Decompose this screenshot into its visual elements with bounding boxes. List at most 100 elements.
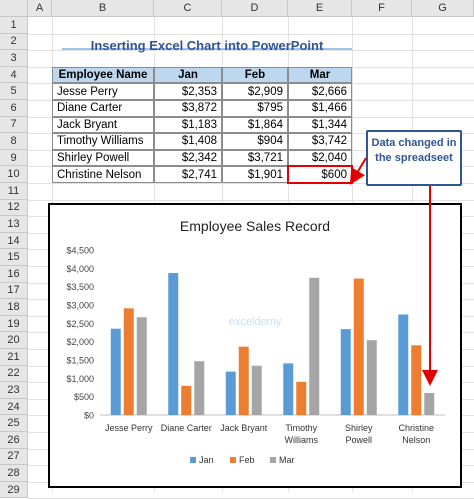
- sales-cell[interactable]: $1,901: [222, 166, 288, 183]
- row-header-3[interactable]: 3: [0, 50, 28, 67]
- sales-cell[interactable]: $1,408: [154, 133, 222, 150]
- column-header-g[interactable]: G: [412, 0, 474, 17]
- row-header-5[interactable]: 5: [0, 83, 28, 100]
- column-header-b[interactable]: B: [52, 0, 154, 17]
- sales-cell[interactable]: $1,344: [288, 116, 352, 134]
- row-header-22[interactable]: 22: [0, 365, 28, 383]
- legend-label: Feb: [239, 455, 255, 465]
- column-header-e[interactable]: E: [288, 0, 352, 17]
- bar-mar: [424, 393, 435, 415]
- bar-jan: [168, 273, 179, 415]
- employee-name-cell[interactable]: Diane Carter: [52, 100, 154, 117]
- employee-name-cell[interactable]: Timothy Williams: [52, 133, 154, 150]
- category-label: Nelson: [402, 435, 430, 445]
- table-header[interactable]: Employee Name: [52, 66, 154, 84]
- category-label: Williams: [285, 435, 319, 445]
- row-header-11[interactable]: 11: [0, 183, 28, 200]
- category-label: Shirley: [345, 423, 373, 433]
- row-header-16[interactable]: 16: [0, 266, 28, 283]
- sales-cell[interactable]: $1,183: [154, 116, 222, 134]
- column-header-f[interactable]: F: [352, 0, 412, 17]
- gridline: [28, 183, 474, 184]
- bar-feb: [123, 308, 134, 415]
- column-header-d[interactable]: D: [222, 0, 288, 17]
- row-header-19[interactable]: 19: [0, 315, 28, 333]
- legend-label: Jan: [199, 455, 214, 465]
- row-header-28[interactable]: 28: [0, 465, 28, 482]
- employee-name-cell[interactable]: Jack Bryant: [52, 116, 154, 134]
- sheet-title[interactable]: Inserting Excel Chart into PowerPoint: [90, 37, 324, 53]
- sales-cell[interactable]: $3,721: [222, 149, 288, 167]
- row-header-26[interactable]: 26: [0, 432, 28, 449]
- y-tick-label: $2,000: [66, 337, 94, 347]
- column-header-c[interactable]: C: [154, 0, 222, 17]
- sales-cell[interactable]: $2,741: [154, 166, 222, 183]
- row-header-23[interactable]: 23: [0, 382, 28, 399]
- sales-cell[interactable]: $2,353: [154, 83, 222, 100]
- row-header-18[interactable]: 18: [0, 299, 28, 316]
- category-label: Diane Carter: [161, 423, 212, 433]
- row-header-10[interactable]: 10: [0, 166, 28, 183]
- bar-mar: [136, 317, 147, 415]
- row-header-1[interactable]: 1: [0, 17, 28, 34]
- bar-jan: [340, 329, 351, 415]
- sales-chart[interactable]: Employee Sales Record $0 $500 $1,000 $1,500 $…: [48, 203, 462, 488]
- row-header-13[interactable]: 13: [0, 216, 28, 233]
- row-header-20[interactable]: 20: [0, 332, 28, 349]
- category-label: Christine: [398, 423, 434, 433]
- bar-jan: [225, 371, 236, 415]
- row-header-7[interactable]: 7: [0, 116, 28, 134]
- row-header-15[interactable]: 15: [0, 249, 28, 266]
- legend-swatch-feb: [230, 457, 236, 463]
- employee-name-cell[interactable]: Jesse Perry: [52, 83, 154, 100]
- sales-cell[interactable]: $1,864: [222, 116, 288, 134]
- y-tick-label: $4,500: [66, 246, 94, 256]
- legend-label: Mar: [279, 455, 295, 465]
- row-header-12[interactable]: 12: [0, 199, 28, 217]
- changed-cell-highlight: [287, 165, 353, 184]
- row-header-2[interactable]: 2: [0, 33, 28, 51]
- chart-canvas: Employee Sales Record $0 $500 $1,000 $1,500 $…: [66, 218, 445, 465]
- row-header-6[interactable]: 6: [0, 100, 28, 117]
- row-header-4[interactable]: 4: [0, 66, 28, 84]
- gridline: [28, 33, 474, 35]
- row-header-29[interactable]: 29: [0, 481, 28, 499]
- sales-cell[interactable]: $795: [222, 100, 288, 117]
- row-header-17[interactable]: 17: [0, 282, 28, 300]
- row-header-27[interactable]: 27: [0, 448, 28, 466]
- employee-name-cell[interactable]: Shirley Powell: [52, 149, 154, 167]
- bar-mar: [309, 277, 320, 415]
- sales-cell[interactable]: $2,909: [222, 83, 288, 100]
- row-header-14[interactable]: 14: [0, 232, 28, 250]
- y-tick-label: $0: [84, 411, 94, 421]
- y-tick-label: $2,500: [66, 319, 94, 329]
- table-header[interactable]: Feb: [222, 66, 288, 84]
- sales-cell[interactable]: $2,666: [288, 83, 352, 100]
- legend-swatch-mar: [270, 457, 276, 463]
- data-changed-callout: Data changed in the spreadseet: [366, 130, 462, 186]
- select-all-corner[interactable]: [0, 0, 28, 17]
- sales-cell[interactable]: $1,466: [288, 100, 352, 117]
- sales-cell[interactable]: $3,872: [154, 100, 222, 117]
- table-header[interactable]: Jan: [154, 66, 222, 84]
- row-header-25[interactable]: 25: [0, 415, 28, 432]
- column-header-a[interactable]: A: [28, 0, 52, 17]
- category-label: Timothy: [285, 423, 317, 433]
- category-label: Jack Bryant: [220, 423, 268, 433]
- row-header-8[interactable]: 8: [0, 133, 28, 150]
- employee-name-cell[interactable]: Christine Nelson: [52, 166, 154, 183]
- bar-feb: [353, 278, 364, 415]
- row-header-9[interactable]: 9: [0, 149, 28, 167]
- sales-cell[interactable]: $904: [222, 133, 288, 150]
- bar-feb: [411, 345, 422, 415]
- table-header[interactable]: Mar: [288, 66, 352, 84]
- sales-cell[interactable]: $2,040: [288, 149, 352, 167]
- sales-cell[interactable]: $2,342: [154, 149, 222, 167]
- row-header-21[interactable]: 21: [0, 349, 28, 366]
- sales-cell[interactable]: $3,742: [288, 133, 352, 150]
- y-tick-label: $1,500: [66, 356, 94, 366]
- bar-feb: [181, 385, 192, 415]
- y-tick-label: $3,000: [66, 301, 94, 311]
- category-label: Powell: [345, 435, 372, 445]
- row-header-24[interactable]: 24: [0, 398, 28, 416]
